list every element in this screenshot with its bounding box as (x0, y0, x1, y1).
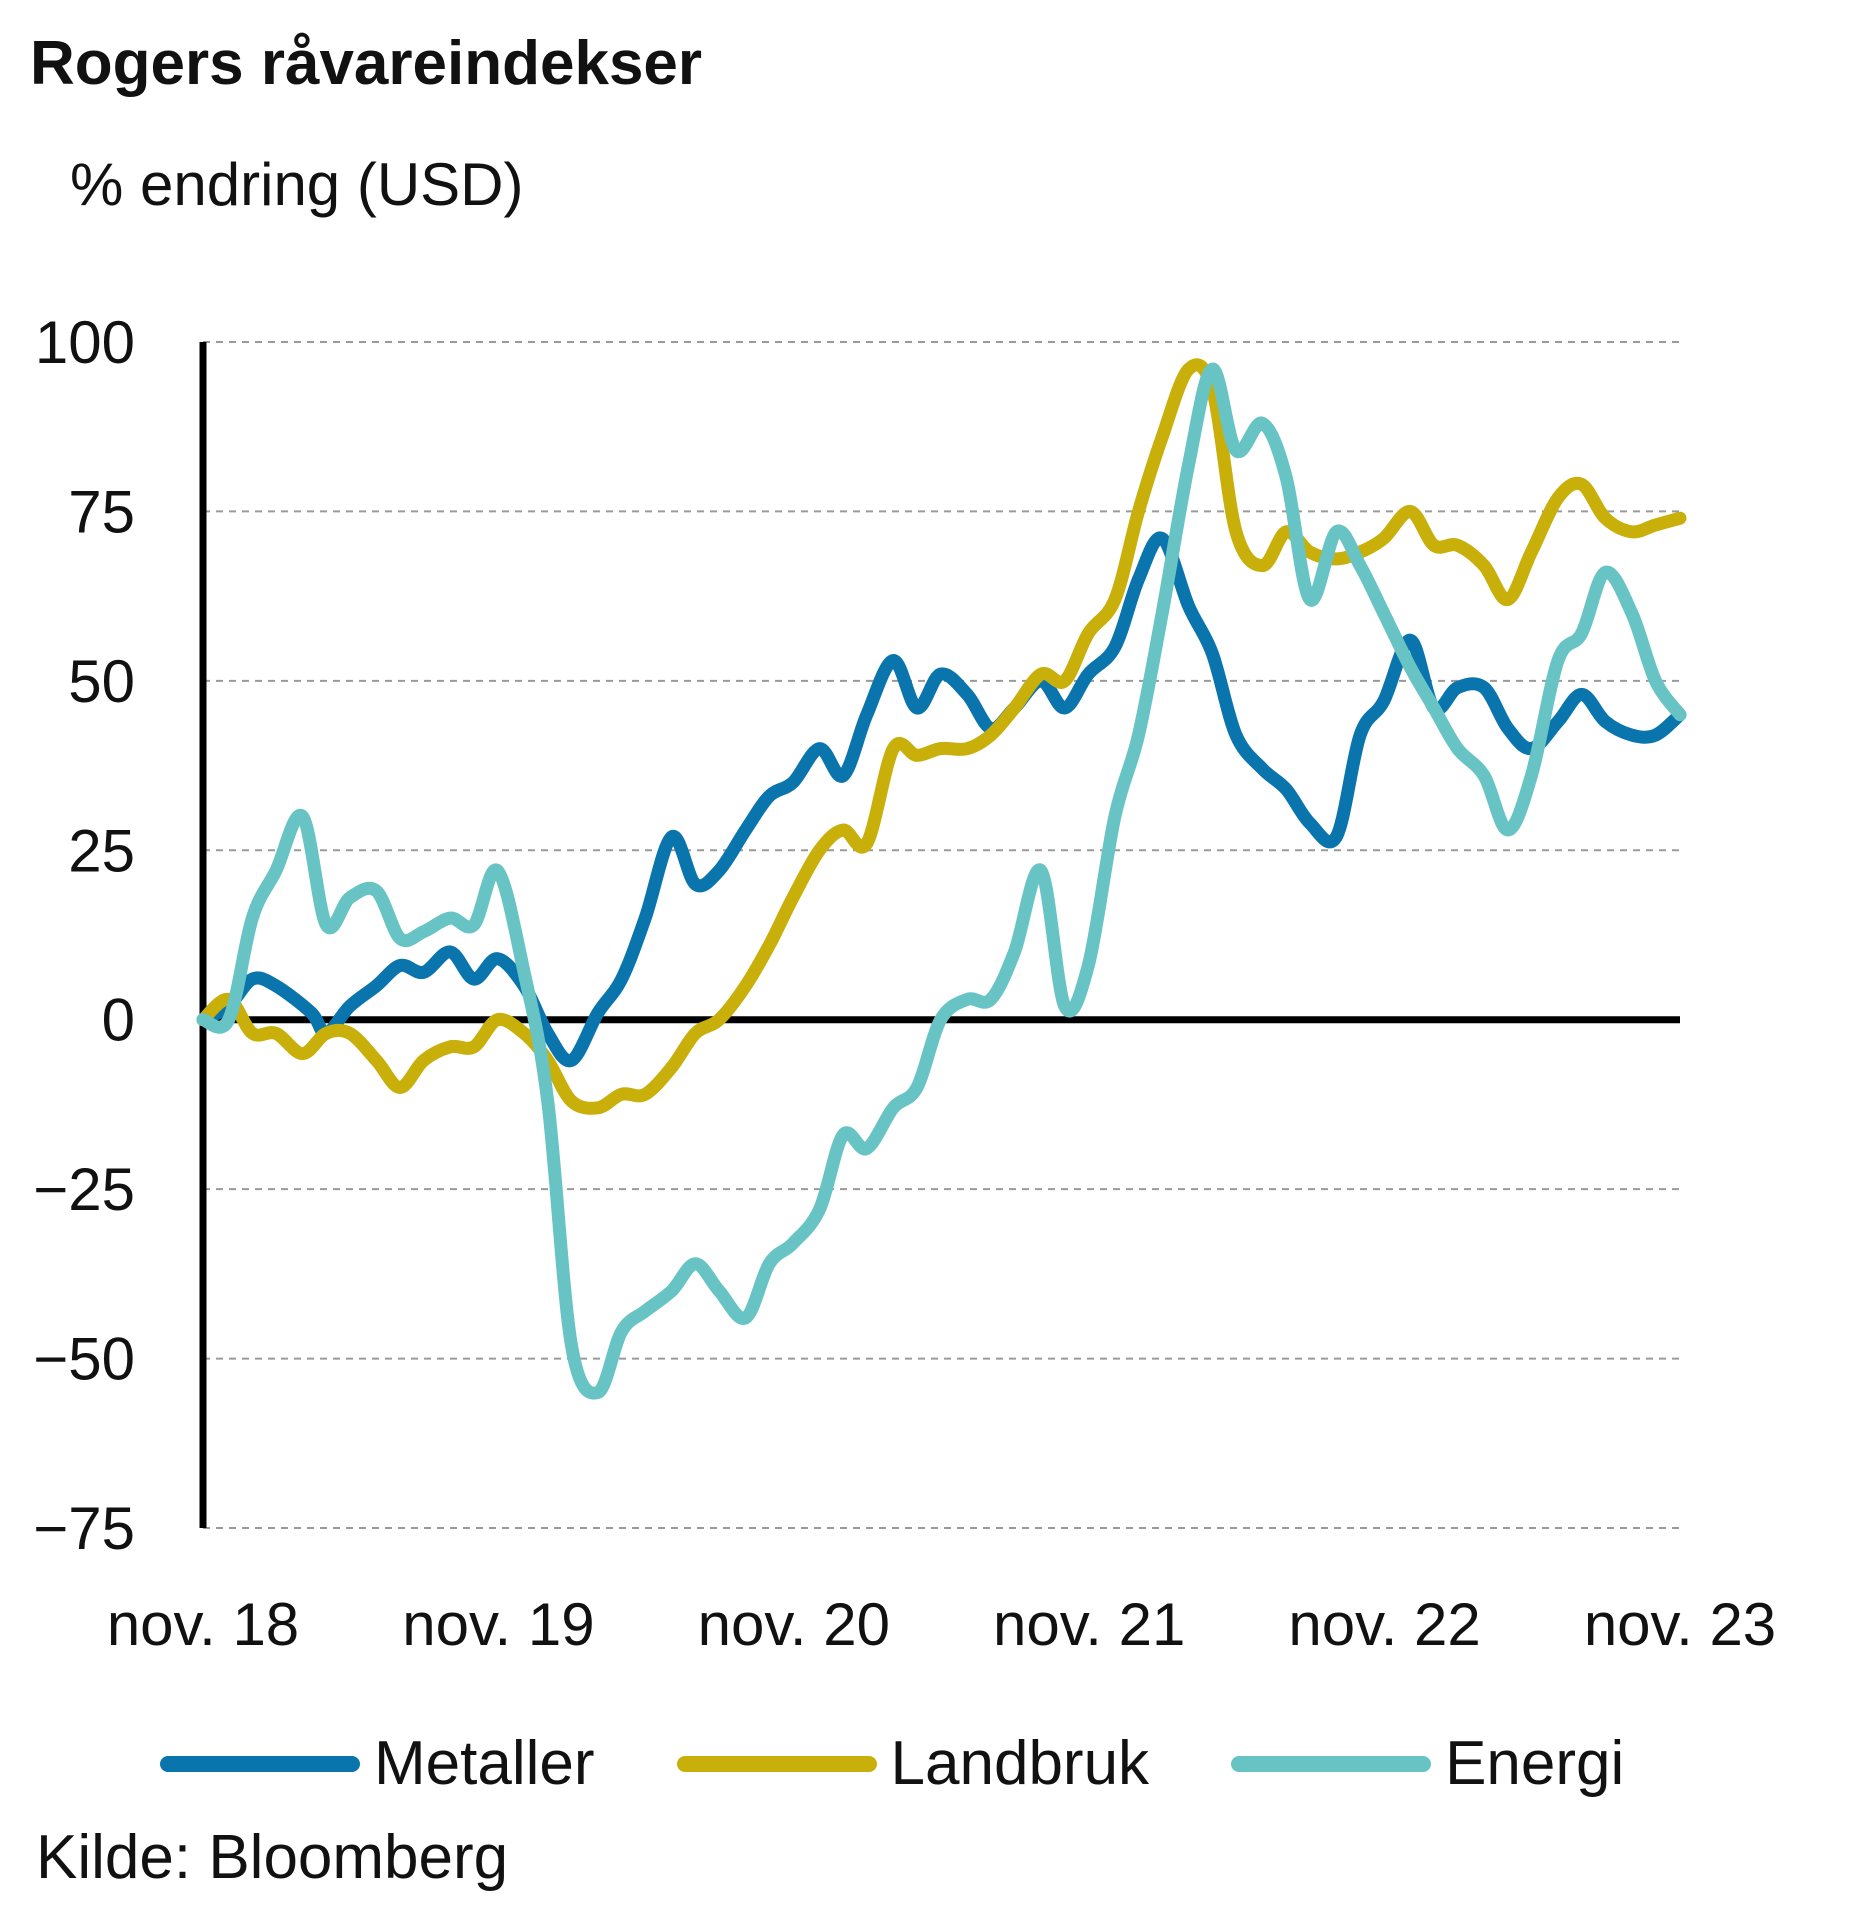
y-axis-ticks: 100 75 50 25 0 −25 −50 −75 (33, 309, 135, 1562)
legend-label-metaller: Metaller (374, 1729, 595, 1798)
x-tick-label: nov. 19 (402, 1591, 594, 1658)
x-tick-label: nov. 23 (1584, 1591, 1776, 1658)
y-tick-label: 25 (68, 817, 135, 884)
legend-item-metaller[interactable]: Metaller (160, 1728, 595, 1799)
legend-swatch-energi (1231, 1755, 1432, 1772)
y-tick-label: 0 (102, 987, 135, 1054)
legend-swatch-metaller (160, 1755, 360, 1772)
y-tick-label: −75 (33, 1495, 135, 1562)
x-tick-label: nov. 20 (698, 1591, 890, 1658)
series-line-landbruk (196, 358, 1687, 1115)
x-axis-ticks: nov. 18 nov. 19 nov. 20 nov. 21 nov. 22 nov. … (107, 1591, 1776, 1658)
y-tick-label: −25 (33, 1156, 135, 1223)
source-note: Kilde: Bloomberg (36, 1823, 509, 1892)
legend-item-energi[interactable]: Energi (1231, 1728, 1624, 1799)
chart-title: Rogers råvareindekser (30, 29, 703, 98)
legend-swatch-landbruk (676, 1755, 877, 1772)
legend: Metaller Landbruk Energi (160, 1728, 1706, 1799)
series-line-metaller (196, 531, 1687, 1068)
y-tick-label: −50 (33, 1326, 135, 1393)
series-line-energi (196, 362, 1687, 1400)
chart-subtitle: % endring (USD) (70, 151, 524, 218)
x-tick-label: nov. 22 (1288, 1591, 1480, 1658)
legend-label-landbruk: Landbruk (890, 1729, 1150, 1798)
x-tick-label: nov. 21 (993, 1591, 1185, 1658)
series-lines (196, 358, 1687, 1400)
y-tick-label: 50 (68, 648, 135, 715)
legend-item-landbruk[interactable]: Landbruk (676, 1728, 1150, 1799)
y-tick-label: 75 (68, 478, 135, 545)
y-tick-label: 100 (35, 309, 135, 376)
x-tick-label: nov. 18 (107, 1591, 299, 1658)
legend-label-energi: Energi (1445, 1729, 1625, 1798)
